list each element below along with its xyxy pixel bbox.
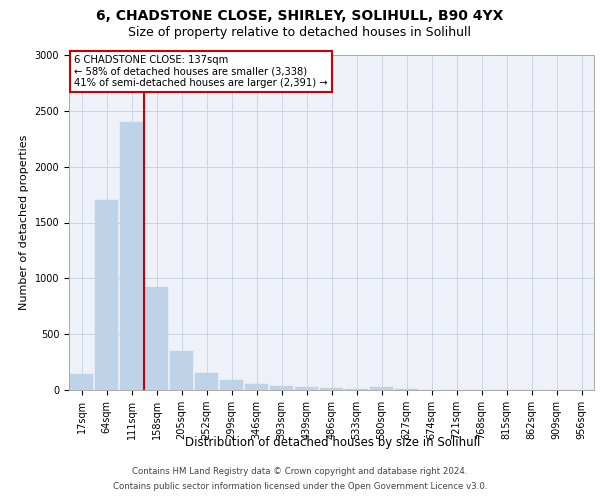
Text: Contains public sector information licensed under the Open Government Licence v3: Contains public sector information licen… (113, 482, 487, 491)
Bar (269, 386, 293, 390)
Text: 6 CHADSTONE CLOSE: 137sqm
← 58% of detached houses are smaller (3,338)
41% of se: 6 CHADSTONE CLOSE: 137sqm ← 58% of detac… (74, 55, 328, 88)
Bar (170, 351, 193, 390)
Text: 6, CHADSTONE CLOSE, SHIRLEY, SOLIHULL, B90 4YX: 6, CHADSTONE CLOSE, SHIRLEY, SOLIHULL, B… (97, 9, 503, 23)
Text: Distribution of detached houses by size in Solihull: Distribution of detached houses by size … (185, 436, 481, 449)
Bar (320, 388, 343, 390)
Bar (70, 374, 94, 390)
Bar (194, 372, 218, 390)
Bar (370, 386, 394, 390)
Text: Contains HM Land Registry data © Crown copyright and database right 2024.: Contains HM Land Registry data © Crown c… (132, 467, 468, 476)
Bar (344, 389, 368, 390)
Bar (220, 380, 244, 390)
Y-axis label: Number of detached properties: Number of detached properties (19, 135, 29, 310)
Bar (119, 122, 143, 390)
Bar (95, 200, 118, 390)
Bar (245, 384, 268, 390)
Text: Size of property relative to detached houses in Solihull: Size of property relative to detached ho… (128, 26, 472, 39)
Bar (295, 386, 319, 390)
Bar (145, 288, 169, 390)
